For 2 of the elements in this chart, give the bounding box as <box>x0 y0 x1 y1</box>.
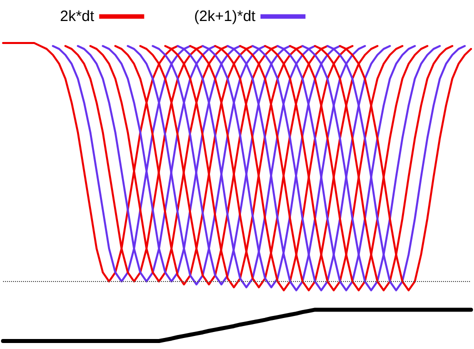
legend-label: 2k*dt <box>60 8 96 25</box>
legend-label: (2k+1)*dt <box>194 8 256 25</box>
